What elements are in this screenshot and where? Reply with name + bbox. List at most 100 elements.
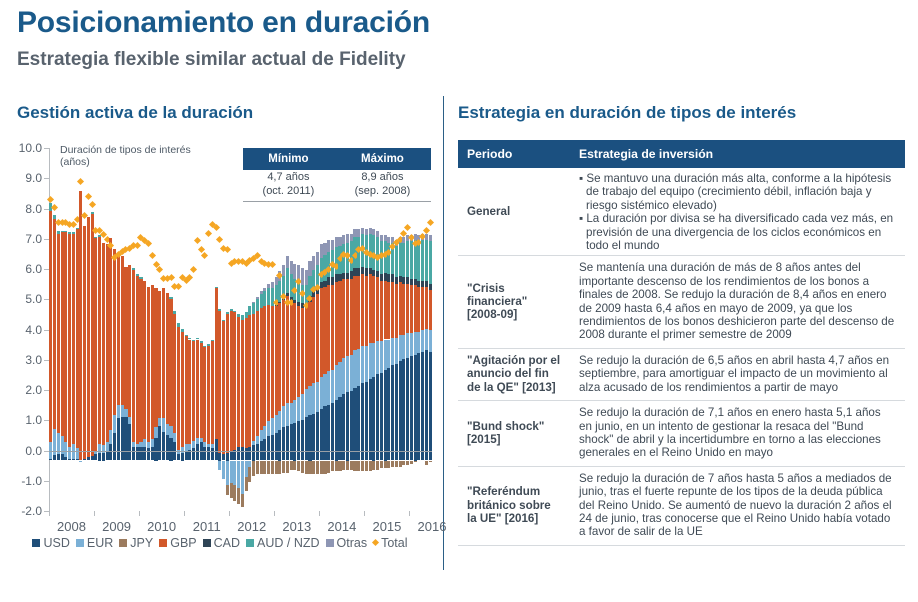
chart-bar-segment (308, 460, 312, 475)
chart-bar-segment (225, 312, 229, 314)
chart-bar-segment (383, 280, 387, 340)
chart-bar-segment (330, 369, 335, 404)
chart-bar-segment (135, 275, 139, 444)
chart-bar (207, 148, 211, 511)
chart-bar-segment (323, 406, 327, 461)
chart-bar-segment (315, 460, 319, 475)
chart-bar-segment (282, 300, 286, 407)
y-axis-tick-mark (44, 269, 49, 270)
strategy-table: Periodo Estrategia de inversión General ▪… (458, 140, 905, 546)
chart-bar-segment (376, 341, 380, 375)
chart-bar-segment (90, 213, 94, 456)
chart-bar-segment (278, 280, 282, 302)
chart-bar-segment (282, 265, 286, 276)
chart-bar-segment (334, 400, 338, 461)
chart-bar (300, 148, 304, 511)
chart-bar-segment (252, 440, 256, 446)
legend-item[interactable]: CAD (202, 536, 240, 550)
chart-bar-segment (150, 285, 154, 440)
chart-bar-segment (413, 239, 417, 279)
chart-bar-segment (146, 448, 151, 461)
chart-bar-segment (233, 484, 237, 502)
chart-bar-segment (338, 236, 342, 246)
chart-bar-segment (210, 339, 214, 341)
chart-bar (94, 148, 98, 511)
chart-bar-segment (319, 460, 323, 475)
chart-bar-segment (421, 239, 425, 281)
chart-bar-segment (214, 288, 218, 440)
chart-bar-segment (79, 191, 83, 461)
chart-bar-segment (360, 345, 365, 384)
chart-bar-segment (120, 404, 124, 417)
y-axis-tick-mark (44, 390, 49, 391)
chart-bar (105, 148, 109, 511)
chart-bar-segment (75, 229, 79, 449)
chart-bar-segment (135, 443, 139, 447)
chart-bar-segment (338, 274, 342, 281)
chart-bar-segment (327, 251, 331, 278)
chart-bar-segment (169, 425, 173, 438)
chart-bar-segment (360, 227, 365, 234)
chart-bar-segment (128, 424, 132, 461)
chart-bar-segment (428, 330, 432, 352)
left-section-title: Gestión activa de la duración (17, 103, 254, 122)
chart-bar-segment (297, 460, 301, 472)
chart-bar-segment (297, 301, 301, 307)
chart-bar-segment (83, 458, 87, 461)
chart-bar-segment (421, 351, 425, 461)
minmax-header-row: Mínimo Máximo (243, 148, 431, 170)
chart-bar (229, 148, 233, 511)
legend-item[interactable]: USD (32, 536, 70, 550)
chart-bar (60, 148, 64, 511)
chart-bar-segment (364, 460, 368, 472)
chart-bar-segment (387, 339, 391, 369)
chart-bar-segment (334, 247, 338, 275)
chart-bar-segment (161, 418, 166, 432)
legend-item[interactable]: EUR (75, 536, 113, 550)
chart-bar-segment (53, 455, 57, 461)
chart-bar (357, 148, 361, 511)
y-axis-tick: 6.0 (25, 262, 42, 276)
chart-bar-segment (259, 460, 263, 475)
strategy-text-cell: Se redujo la duración de 6,5 años en abr… (570, 348, 905, 402)
chart-bar-segment (406, 357, 410, 461)
chart-bar-segment (383, 369, 387, 461)
chart-bar-segment (274, 415, 278, 434)
chart-bar (289, 148, 293, 511)
chart-bar (184, 148, 188, 511)
chart-bar-segment (188, 449, 192, 461)
minmax-col-min: Mínimo (243, 148, 334, 170)
chart-bar-segment (413, 279, 417, 286)
chart-bar-segment (105, 244, 109, 443)
chart-bar-segment (177, 327, 181, 450)
legend-item[interactable]: GBP (159, 536, 197, 550)
chart-bar-segment (98, 236, 102, 444)
strategy-header-row: Periodo Estrategia de inversión (458, 140, 905, 168)
chart-bar-segment (409, 285, 413, 334)
chart-bar-segment (424, 239, 428, 281)
chart-bar-segment (368, 268, 372, 275)
table-row: "Referéndum británico sobre la UE" [2016… (458, 466, 905, 546)
chart-bar-segment (240, 319, 244, 447)
chart-bar-segment (180, 446, 184, 453)
chart-bar (248, 148, 252, 511)
x-axis-tick-mark (274, 511, 276, 516)
chart-bar-segment (274, 460, 278, 475)
chart-bar-segment (398, 460, 402, 467)
chart-bar (383, 148, 387, 511)
chart-bar-segment (222, 454, 226, 461)
chart-bar-segment (330, 460, 335, 472)
chart-bar-segment (285, 460, 289, 473)
chart-bar-segment (255, 310, 259, 437)
legend-item[interactable]: JPY (119, 536, 153, 550)
legend-item[interactable]: AUD / NZD (246, 536, 320, 550)
chart-bar-segment (244, 312, 248, 319)
chart-bar (203, 148, 207, 511)
y-axis-tick: 1.0 (25, 413, 42, 428)
legend-item[interactable]: Total (372, 536, 408, 550)
chart-bar-segment (368, 227, 372, 234)
chart-bar-segment (210, 448, 214, 461)
chart-bar-segment (113, 248, 117, 416)
chart-bar-segment (293, 460, 297, 470)
legend-item[interactable]: Otras (325, 536, 367, 550)
